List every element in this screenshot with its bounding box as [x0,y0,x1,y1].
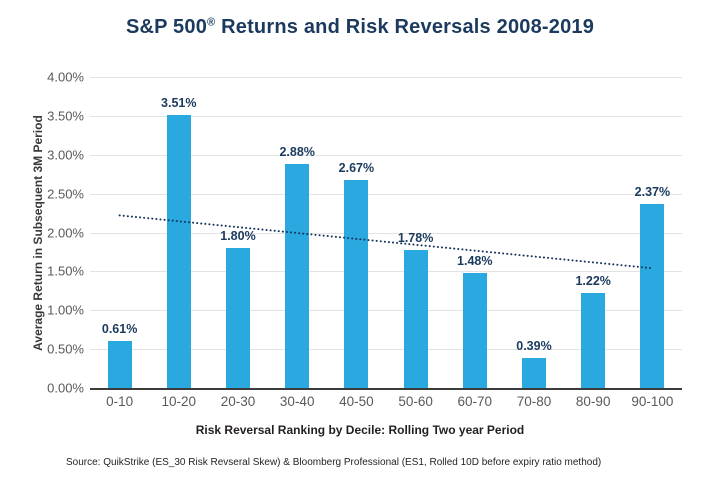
bar-value-label: 1.48% [457,253,493,268]
bar [403,249,428,388]
gridline [90,154,682,156]
gridline [90,77,682,78]
bar [640,203,665,388]
bar [166,115,191,388]
y-tick-label: 1.50% [47,263,84,279]
bar-slot: 2.67% [327,77,386,388]
x-tick-label: 80-90 [575,394,611,409]
x-tick-label: 0-10 [106,394,134,409]
y-tick-label: 3.50% [47,108,84,124]
y-tick-label: 3.00% [47,147,84,163]
bar-slot: 1.78% [386,77,445,388]
y-axis-tick-labels: 0.00% 0.50% 1.00% 1.50% 2.00% 2.50% 3.00% 3.50%… [0,70,84,396]
bar [462,272,487,388]
bar-slot: 0.61% [90,77,149,388]
x-axis-title: Risk Reversal Ranking by Decile: Rolling… [195,423,525,437]
bar-slot: 2.88% [268,77,327,388]
bar-value-label: 1.78% [397,230,434,245]
y-tick-label: 2.50% [47,186,84,202]
y-tick-label: 0.00% [47,380,84,396]
gridline [90,115,682,117]
bar-slot: 1.80% [208,77,267,388]
gridline [90,271,682,273]
bar-slot: 3.51% [149,77,208,388]
bar [521,357,546,388]
bar [581,293,606,388]
x-tick-label: 70-80 [516,394,552,409]
bar-slot: 2.37% [623,77,682,388]
bar [107,340,132,388]
x-tick-label: 50-60 [398,394,433,409]
y-tick-label: 4.00% [47,69,84,85]
gridline [90,193,682,195]
bar-value-label: 0.61% [101,321,138,336]
bar-value-label: 2.37% [634,184,671,199]
x-tick-label: 30-40 [279,394,315,409]
plot-area: 0.61% 3.51% 1.80% 2.88% 2.67% 1.78% 1.48% 0.39%… [90,77,682,390]
source-note: Source: QuikStrike (ES_30 Risk Revseral … [66,457,602,468]
bar-value-label: 1.80% [220,229,256,244]
gridline [90,349,682,351]
gridline [90,310,682,312]
bar-value-label: 2.88% [279,145,315,160]
bar [344,180,369,388]
chart-title-prefix: S&P 500 [125,16,208,38]
bar-slot: 0.39% [504,77,563,388]
y-tick-label: 0.50% [47,341,84,357]
x-tick-label: 40-50 [339,394,374,409]
registered-trademark-symbol: ® [207,16,216,29]
bar-value-label: 0.39% [516,338,552,353]
x-tick-label: 60-70 [457,394,493,409]
x-tick-label: 20-30 [220,394,256,409]
bar-value-label: 2.67% [338,161,375,176]
x-tick-label: 90-100 [631,394,674,409]
bar [285,164,310,388]
x-axis-tick-labels: 0-10 10-20 20-30 30-40 40-50 50-60 60-70 70-80 8… [90,394,682,412]
x-tick-label: 10-20 [161,394,197,409]
bar [225,248,250,388]
chart-title: S&P 500® Returns and Risk Reversals 2008… [0,16,720,39]
bar-value-label: 1.22% [575,274,611,289]
bar-slot: 1.48% [445,77,504,388]
bar-value-label: 3.51% [161,96,197,111]
bar-slot: 1.22% [564,77,623,388]
y-tick-label: 2.00% [47,225,84,240]
chart-title-suffix: Returns and Risk Reversals 2008-2019 [215,16,595,38]
y-tick-label: 1.00% [47,302,84,318]
